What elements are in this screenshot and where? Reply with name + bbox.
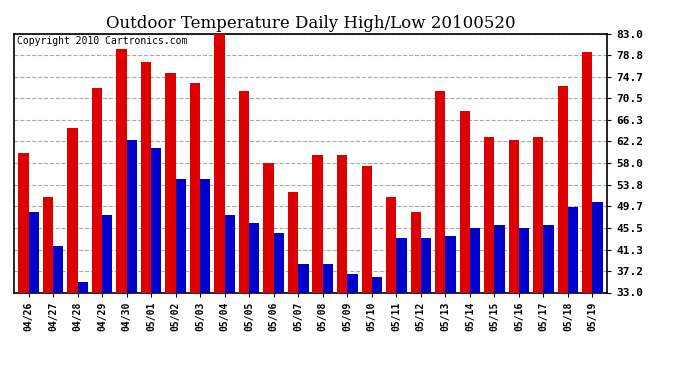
Bar: [239, 91, 249, 292]
Bar: [43, 197, 53, 292]
Bar: [264, 163, 274, 292]
Bar: [386, 197, 396, 292]
Title: Outdoor Temperature Daily High/Low 20100520: Outdoor Temperature Daily High/Low 20100…: [106, 15, 515, 32]
Bar: [347, 274, 357, 292]
Bar: [117, 49, 126, 292]
Bar: [519, 228, 529, 292]
Bar: [18, 153, 28, 292]
Bar: [372, 277, 382, 292]
Bar: [67, 128, 77, 292]
Bar: [337, 155, 347, 292]
Bar: [249, 223, 259, 292]
Bar: [533, 137, 544, 292]
Bar: [509, 140, 519, 292]
Bar: [460, 111, 470, 292]
Text: Copyright 2010 Cartronics.com: Copyright 2010 Cartronics.com: [17, 36, 187, 46]
Bar: [215, 31, 225, 292]
Bar: [362, 166, 372, 292]
Bar: [190, 83, 200, 292]
Bar: [495, 225, 504, 292]
Bar: [141, 62, 151, 292]
Bar: [298, 264, 308, 292]
Bar: [200, 178, 210, 292]
Bar: [225, 215, 235, 292]
Bar: [396, 238, 406, 292]
Bar: [445, 236, 455, 292]
Bar: [568, 207, 578, 292]
Bar: [274, 233, 284, 292]
Bar: [558, 86, 568, 292]
Bar: [288, 192, 298, 292]
Bar: [126, 140, 137, 292]
Bar: [582, 52, 593, 292]
Bar: [102, 215, 112, 292]
Bar: [411, 212, 421, 292]
Bar: [435, 91, 445, 292]
Bar: [313, 155, 323, 292]
Bar: [176, 178, 186, 292]
Bar: [323, 264, 333, 292]
Bar: [484, 137, 495, 292]
Bar: [92, 88, 102, 292]
Bar: [593, 202, 603, 292]
Bar: [470, 228, 480, 292]
Bar: [53, 246, 63, 292]
Bar: [166, 73, 176, 292]
Bar: [28, 212, 39, 292]
Bar: [151, 148, 161, 292]
Bar: [544, 225, 554, 292]
Bar: [77, 282, 88, 292]
Bar: [421, 238, 431, 292]
